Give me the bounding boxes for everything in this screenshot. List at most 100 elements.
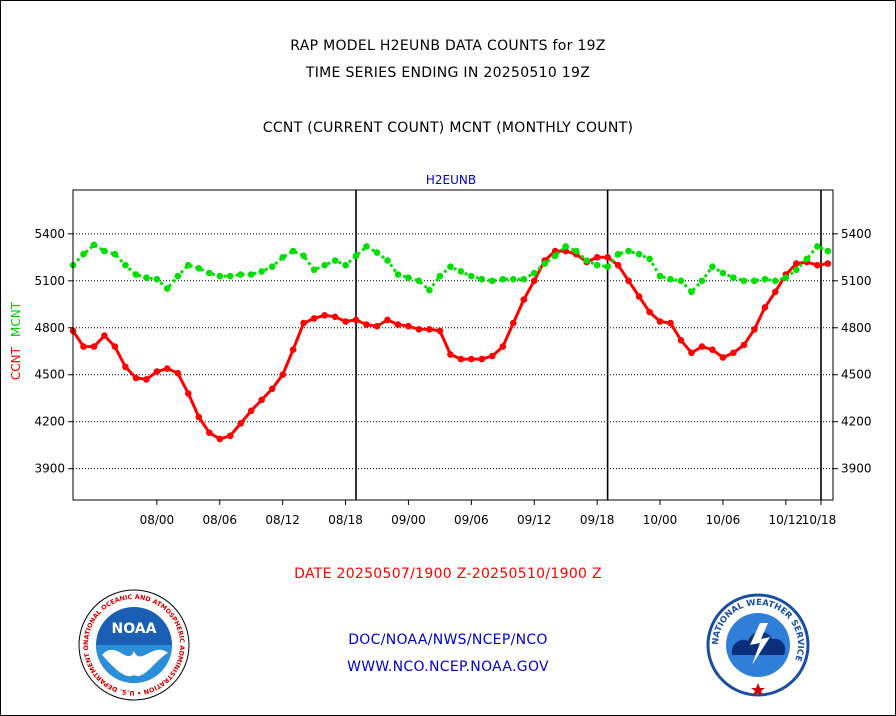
x-tick-label: 10/06 <box>706 513 741 527</box>
data-point-ccnt <box>510 319 517 327</box>
data-point-mcnt <box>478 275 486 283</box>
data-point-ccnt <box>268 385 276 393</box>
data-point-ccnt <box>373 322 381 330</box>
link-nco-path[interactable]: DOC/NOAA/NWS/NCEP/NCO <box>348 632 548 648</box>
plot-title: H2EUNB <box>426 173 476 187</box>
data-point-ccnt <box>195 413 203 421</box>
data-point-ccnt <box>730 349 737 357</box>
data-point-mcnt <box>342 261 349 269</box>
data-point-ccnt <box>593 253 601 261</box>
data-point-ccnt <box>226 432 234 440</box>
y-tick-label-right: 3900 <box>841 462 872 476</box>
data-point-ccnt <box>143 376 150 383</box>
data-point-mcnt <box>122 261 129 269</box>
x-tick-label: 09/06 <box>454 513 489 527</box>
nws-logo: NATIONAL WEATHER SERVICE <box>706 593 810 697</box>
data-point-mcnt <box>195 265 203 272</box>
data-point-ccnt <box>688 349 695 357</box>
data-point-ccnt <box>279 371 287 379</box>
y-tick-label-left: 4500 <box>34 368 65 382</box>
y-tick-label-left: 5100 <box>34 274 65 288</box>
data-point-mcnt <box>426 286 433 294</box>
data-point-mcnt <box>258 268 266 275</box>
data-point-mcnt <box>489 277 496 285</box>
data-point-ccnt <box>111 343 119 350</box>
data-point-mcnt <box>143 274 150 282</box>
data-point-ccnt <box>625 277 632 285</box>
data-point-ccnt <box>164 365 171 372</box>
data-point-ccnt <box>520 296 528 303</box>
data-point-ccnt <box>709 346 716 354</box>
x-tick-label: 09/00 <box>391 513 426 527</box>
data-point-mcnt <box>730 274 737 282</box>
data-point-mcnt <box>90 241 98 249</box>
data-point-ccnt <box>426 326 433 333</box>
data-point-mcnt <box>216 272 224 280</box>
data-point-mcnt <box>279 253 287 261</box>
data-point-ccnt <box>457 355 465 363</box>
data-point-ccnt <box>342 318 349 325</box>
data-point-mcnt <box>394 271 402 278</box>
data-point-mcnt <box>530 269 538 277</box>
data-point-ccnt <box>751 326 758 333</box>
plot-area-border <box>72 189 834 501</box>
data-point-mcnt <box>688 288 695 296</box>
data-point-mcnt <box>740 277 748 285</box>
data-point-ccnt <box>185 390 192 397</box>
data-point-mcnt <box>153 275 161 283</box>
data-point-mcnt <box>237 271 244 278</box>
data-point-ccnt <box>489 352 496 360</box>
data-point-mcnt <box>625 247 632 255</box>
data-point-mcnt <box>436 272 444 280</box>
data-point-ccnt <box>237 420 244 427</box>
data-point-ccnt <box>384 316 391 324</box>
y-axis-label-ccnt: CCNT <box>9 346 23 380</box>
data-point-mcnt <box>247 271 255 278</box>
data-point-ccnt <box>761 304 769 311</box>
data-point-mcnt <box>572 247 580 255</box>
data-point-mcnt <box>562 243 569 250</box>
data-point-ccnt <box>310 315 318 322</box>
link-nco-website[interactable]: WWW.NCO.NCEP.NOAA.GOV <box>347 659 549 675</box>
data-point-mcnt <box>289 247 297 255</box>
data-point-ccnt <box>447 351 454 358</box>
data-point-ccnt <box>698 343 706 350</box>
x-tick-label: 09/12 <box>517 513 552 527</box>
y-tick-label-left: 4200 <box>34 415 65 429</box>
x-tick-label: 10/12 <box>769 513 804 527</box>
data-point-mcnt <box>457 268 465 275</box>
data-point-ccnt <box>719 354 727 361</box>
data-point-mcnt <box>814 243 821 250</box>
data-point-ccnt <box>363 321 370 328</box>
data-point-mcnt <box>415 277 423 285</box>
data-point-ccnt <box>677 337 685 344</box>
y-tick-label-right: 5100 <box>841 274 872 288</box>
data-point-ccnt <box>814 261 821 269</box>
data-point-ccnt <box>530 277 538 285</box>
y-tick-label-right: 4500 <box>841 368 872 382</box>
data-point-mcnt <box>677 277 685 285</box>
data-point-mcnt <box>101 247 108 255</box>
data-point-mcnt <box>132 271 140 278</box>
y-tick-label-right: 4800 <box>841 321 872 335</box>
data-point-ccnt <box>321 312 328 319</box>
data-point-ccnt <box>90 343 98 350</box>
data-point-mcnt <box>782 274 790 282</box>
data-point-ccnt <box>80 343 87 350</box>
data-point-mcnt <box>510 275 517 283</box>
data-point-mcnt <box>761 275 769 283</box>
data-point-ccnt <box>247 407 255 415</box>
chart-title-line2: TIME SERIES ENDING IN 20250510 19Z <box>305 65 591 81</box>
y-tick-label-left: 4800 <box>34 321 65 335</box>
data-point-ccnt <box>216 435 224 443</box>
data-point-ccnt <box>289 346 297 354</box>
data-point-ccnt <box>436 327 444 335</box>
data-point-ccnt <box>132 374 140 382</box>
data-point-mcnt <box>164 285 171 292</box>
data-point-mcnt <box>226 272 234 280</box>
x-tick-label: 08/00 <box>140 513 175 527</box>
data-point-ccnt <box>824 260 832 267</box>
data-point-ccnt <box>174 369 182 377</box>
x-tick-label: 09/18 <box>580 513 615 527</box>
data-point-mcnt <box>405 274 412 282</box>
